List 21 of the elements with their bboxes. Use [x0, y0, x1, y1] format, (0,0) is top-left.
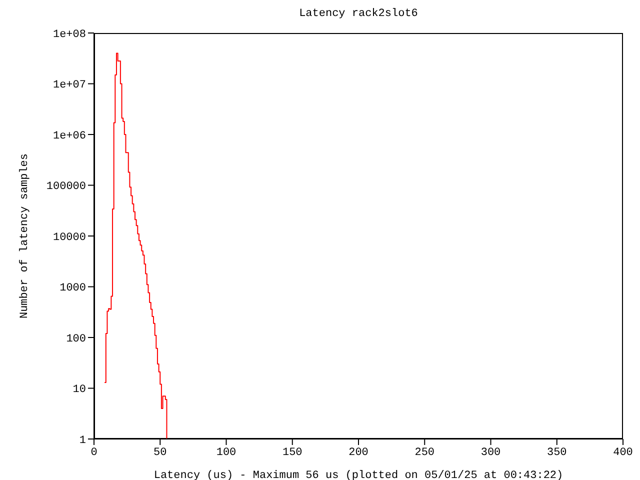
y-axis-title: Number of latency samples [19, 153, 31, 319]
x-tick-label: 250 [414, 446, 435, 459]
y-tick-label: 10 [72, 384, 86, 396]
y-tick-label: 1000 [60, 282, 86, 295]
x-axis-title: Latency (us) - Maximum 56 us (plotted on 05/01/25 at 00:43:22) [154, 470, 564, 480]
y-tick-label: 1e+07 [52, 80, 86, 92]
x-tick-label: 0 [90, 446, 98, 459]
y-tick-label: 100000 [46, 181, 86, 194]
x-tick-label: 350 [546, 446, 567, 459]
y-tick-label: 1 [79, 434, 86, 447]
x-tick-label: 400 [613, 446, 633, 459]
x-tick-label: 300 [480, 446, 501, 459]
x-tick-label: 100 [216, 446, 236, 459]
x-tick-label: 200 [348, 446, 368, 459]
y-tick-label: 1e+08 [52, 28, 86, 41]
chart-title: Latency rack2slot6 [298, 8, 419, 20]
y-tick-label: 100 [66, 333, 86, 346]
y-tick-label: 1e+06 [52, 130, 86, 142]
x-tick-label: 50 [154, 446, 167, 459]
x-tick-label: 150 [282, 446, 302, 459]
y-tick-label: 10000 [52, 232, 86, 244]
